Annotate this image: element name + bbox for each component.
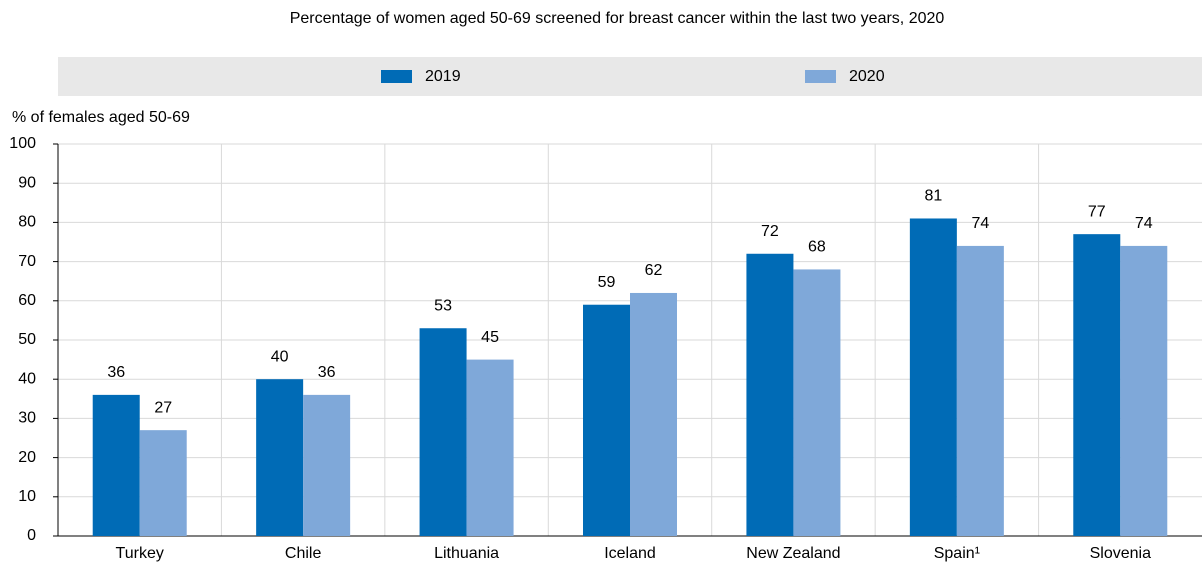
bar: [583, 304, 630, 536]
bar: [139, 430, 187, 536]
data-label: 59: [598, 274, 616, 291]
y-tick-label: 60: [18, 292, 36, 309]
y-tick-label: 100: [9, 135, 36, 152]
legend-label: 2019: [425, 68, 461, 85]
x-tick-label: Slovenia: [1090, 545, 1151, 562]
data-label: 36: [318, 364, 336, 381]
data-label: 40: [271, 348, 289, 365]
bar: [793, 269, 841, 536]
y-tick-label: 40: [18, 370, 36, 387]
bar: [1073, 234, 1121, 536]
bar: [303, 394, 351, 536]
y-tick-label: 10: [18, 488, 36, 505]
data-label: 36: [107, 364, 125, 381]
data-label: 27: [154, 399, 172, 416]
bar: [956, 245, 1004, 537]
data-label: 81: [924, 188, 942, 205]
x-tick-label: Spain¹: [934, 545, 980, 562]
bar: [909, 218, 957, 537]
bar: [466, 359, 514, 536]
y-tick-label: 50: [18, 331, 36, 348]
x-tick-label: Turkey: [116, 545, 164, 562]
legend-swatch: [805, 70, 836, 83]
bar: [256, 379, 304, 536]
bar: [630, 292, 677, 536]
data-label: 62: [645, 262, 663, 279]
data-label: 53: [434, 297, 452, 314]
legend-label: 2020: [849, 68, 885, 85]
x-tick-label: New Zealand: [746, 545, 840, 562]
bar: [92, 394, 140, 536]
bar: [746, 253, 794, 536]
x-tick-label: Chile: [285, 545, 322, 562]
y-axis-label: % of females aged 50-69: [12, 109, 190, 126]
legend-swatch: [381, 70, 412, 83]
x-tick-label: Lithuania: [434, 545, 499, 562]
y-tick-label: 90: [18, 174, 36, 191]
legend-box: [58, 57, 1202, 96]
chart-subtitle: Percentage of women aged 50-69 screened …: [290, 10, 945, 27]
y-tick-label: 30: [18, 410, 36, 427]
x-tick-label: Iceland: [604, 545, 656, 562]
y-tick-label: 20: [18, 449, 36, 466]
bar: [1120, 245, 1168, 537]
bar: [419, 328, 467, 536]
data-label: 72: [761, 223, 779, 240]
y-tick-label: 70: [18, 253, 36, 270]
data-label: 74: [1135, 215, 1153, 232]
data-label: 45: [481, 329, 499, 346]
y-tick-label: 80: [18, 214, 36, 231]
data-label: 74: [971, 215, 989, 232]
data-label: 68: [808, 239, 826, 256]
y-tick-label: 0: [27, 527, 36, 544]
data-label: 77: [1088, 203, 1106, 220]
